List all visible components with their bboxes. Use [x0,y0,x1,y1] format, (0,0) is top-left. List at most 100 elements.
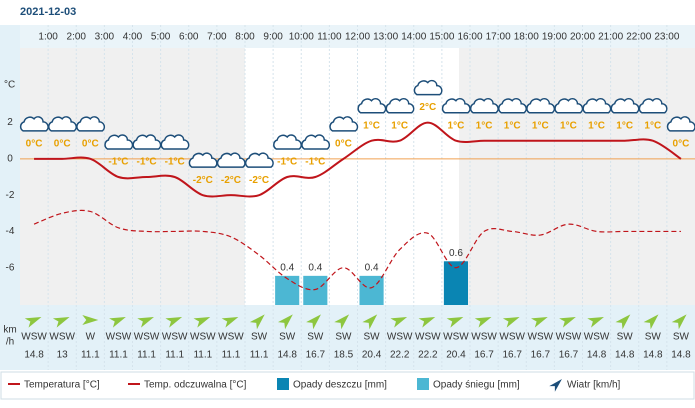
temperature-label: 1°C [391,120,408,131]
temperature-label: 1°C [448,120,465,131]
temperature-label: 1°C [560,120,577,131]
temperature-label: 0°C [335,138,352,149]
hour-label: 18:00 [514,32,539,43]
wind-arrow-shape [531,317,548,328]
wind-direction: WSW [106,332,132,343]
temperature-line [34,121,682,198]
temperature-label: 0°C [26,138,43,149]
wind-arrow [531,317,548,328]
wind-speed: 20.4 [446,350,466,361]
wind-speed: 14.8 [587,350,607,361]
temperature-label: 1°C [476,120,493,131]
wind-speed: 14.8 [671,350,691,361]
legend-label: Opady deszczu [mm] [293,380,387,391]
legend-label: Temperatura [°C] [24,380,100,391]
wind-speed: 16.7 [531,350,551,361]
wind-arrow-shape [446,317,464,328]
wind-arrow [277,314,293,330]
temperature-label: 2°C [419,102,436,113]
y-tick-label: -4 [6,226,15,237]
hour-label: 6:00 [179,32,199,43]
wind-arrow [52,317,70,328]
temperature-label: -1°C [277,157,297,168]
wind-direction: WSW [499,332,525,343]
y-tick-label: -2 [6,190,15,201]
wind-direction: SW [617,332,634,343]
wind-arrow-shape [559,317,576,328]
wind-arrow-shape [52,317,70,328]
wind-arrow-shape [221,317,239,328]
bar-label: 0.4 [280,262,294,273]
bar-label: 0.4 [365,262,379,273]
wind-arrow-shape [474,317,492,328]
y-tick-label: -6 [6,262,15,273]
hour-label: 10:00 [289,32,314,43]
wind-arrow-shape [671,314,687,330]
night-shade [459,48,695,305]
temperature-label: 1°C [616,120,633,131]
wind-speed: 14.8 [24,350,44,361]
wind-arrow-shape [615,314,631,330]
wind-unit: km [3,325,16,336]
legend-swatch [549,379,562,392]
wind-direction: SW [364,332,381,343]
hour-label: 9:00 [263,32,283,43]
legend-swatch [417,378,429,390]
y-tick-label: 2 [7,117,13,128]
wind-arrow [671,314,687,330]
wind-arrow-shape [24,317,42,328]
hour-label: 15:00 [429,32,454,43]
hour-label: 21:00 [598,32,623,43]
y-tick-label: 0 [7,153,13,164]
wind-direction: WSW [218,332,244,343]
hour-label: 17:00 [486,32,511,43]
wind-speed: 20.4 [362,350,382,361]
wind-arrow [306,314,321,330]
precip-bar [359,275,384,305]
hour-label: 12:00 [345,32,370,43]
wind-direction: SW [279,332,296,343]
wind-speed: 11.1 [222,350,241,361]
bar-label: 0.4 [308,262,322,273]
hour-label: 8:00 [235,32,255,43]
wind-arrow [643,314,659,330]
wind-arrow [615,314,631,330]
wind-arrow-shape [193,317,211,328]
wind-direction: SW [673,332,690,343]
legend-box [0,371,695,400]
wind-speed: 14.8 [615,350,635,361]
hour-label: 4:00 [123,32,143,43]
wind-speed: 22.2 [390,350,410,361]
axis-panel [0,25,20,370]
hour-label: 23:00 [654,32,679,43]
wind-direction: WSW [21,332,47,343]
wind-arrow [474,317,492,328]
wind-speed: 16.7 [502,350,522,361]
wind-direction: WSW [387,332,413,343]
wind-direction: SW [645,332,662,343]
wind-arrow [418,317,436,328]
hour-label: 16:00 [457,32,482,43]
temperature-label: 0°C [673,138,690,149]
wind-arrow [390,317,408,328]
wind-arrow [137,317,154,328]
temperature-label: 1°C [588,120,605,131]
wind-arrow-shape [362,314,378,330]
wind-arrow-shape [643,314,659,330]
wind-speed: 14.8 [643,350,663,361]
date: 2021-12-03 [20,6,76,18]
legend-swatch [277,378,289,390]
wind-speed: 11.1 [250,350,269,361]
wind-direction: WSW [190,332,216,343]
wind-speed: 11.1 [165,350,184,361]
hour-label: 11:00 [317,32,342,43]
temperature-label: 0°C [82,138,99,149]
hour-label: 13:00 [373,32,398,43]
wind-arrow [249,314,265,330]
temperature-label: 1°C [532,120,549,131]
hour-label: 22:00 [626,32,651,43]
wind-arrow [587,317,604,328]
wind-arrow-shape [82,315,99,325]
temperature-label: 1°C [363,120,380,131]
wind-arrow [82,315,99,325]
